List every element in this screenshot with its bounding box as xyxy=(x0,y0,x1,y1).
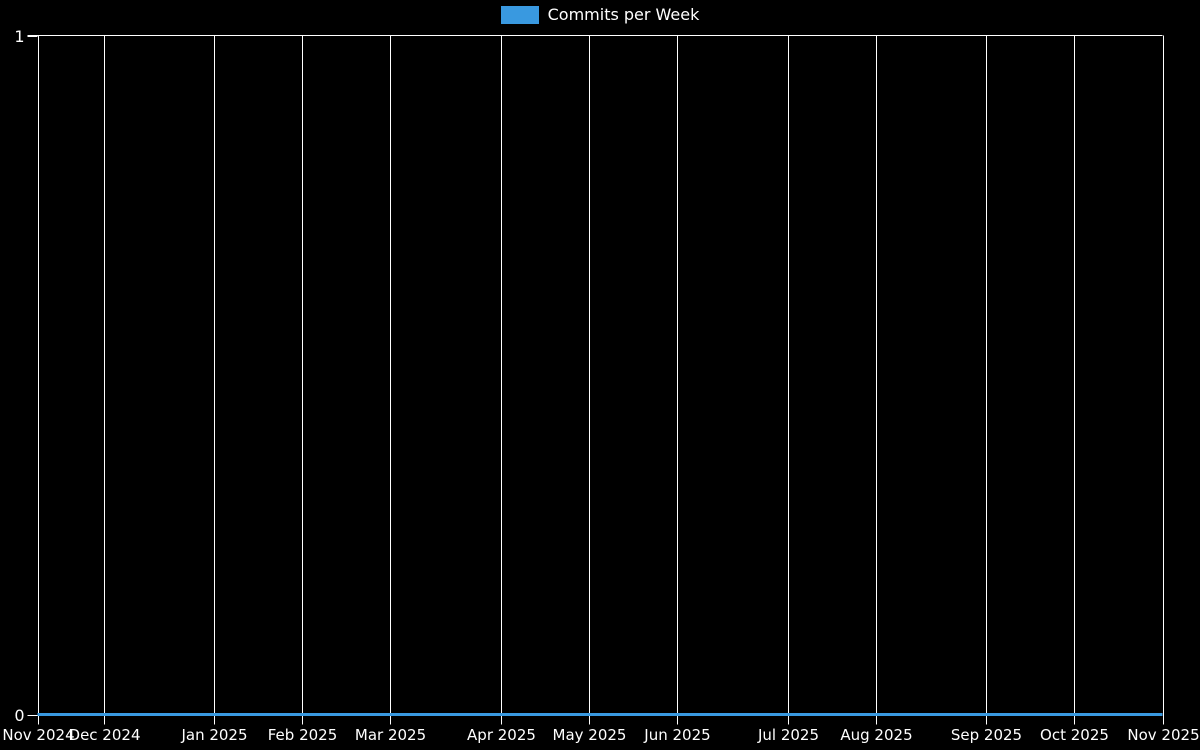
legend-label: Commits per Week xyxy=(547,5,700,24)
x-tick-label: Dec 2024 xyxy=(69,726,141,744)
x-tick-label: Nov 2024 xyxy=(2,726,74,744)
legend-item-commits-per-week[interactable]: Commits per Week xyxy=(500,5,700,24)
x-tick-label: May 2025 xyxy=(553,726,627,744)
chart-legend: Commits per Week xyxy=(0,6,1200,24)
x-tick-label: Apr 2025 xyxy=(467,726,536,744)
x-tick-label: Nov 2025 xyxy=(1127,726,1199,744)
x-tick-label: Jan 2025 xyxy=(180,726,247,744)
legend-swatch-icon xyxy=(500,6,539,24)
x-tick-label: Jul 2025 xyxy=(757,726,819,744)
x-tick-label: Feb 2025 xyxy=(268,726,338,744)
y-tick-label: 0 xyxy=(14,706,24,725)
x-tick-label: Mar 2025 xyxy=(355,726,426,744)
x-tick-label: Sep 2025 xyxy=(951,726,1022,744)
x-tick-label: Jun 2025 xyxy=(643,726,710,744)
y-tick-label: 1 xyxy=(14,27,24,46)
x-tick-label: Oct 2025 xyxy=(1040,726,1109,744)
x-tick-label: Aug 2025 xyxy=(840,726,912,744)
